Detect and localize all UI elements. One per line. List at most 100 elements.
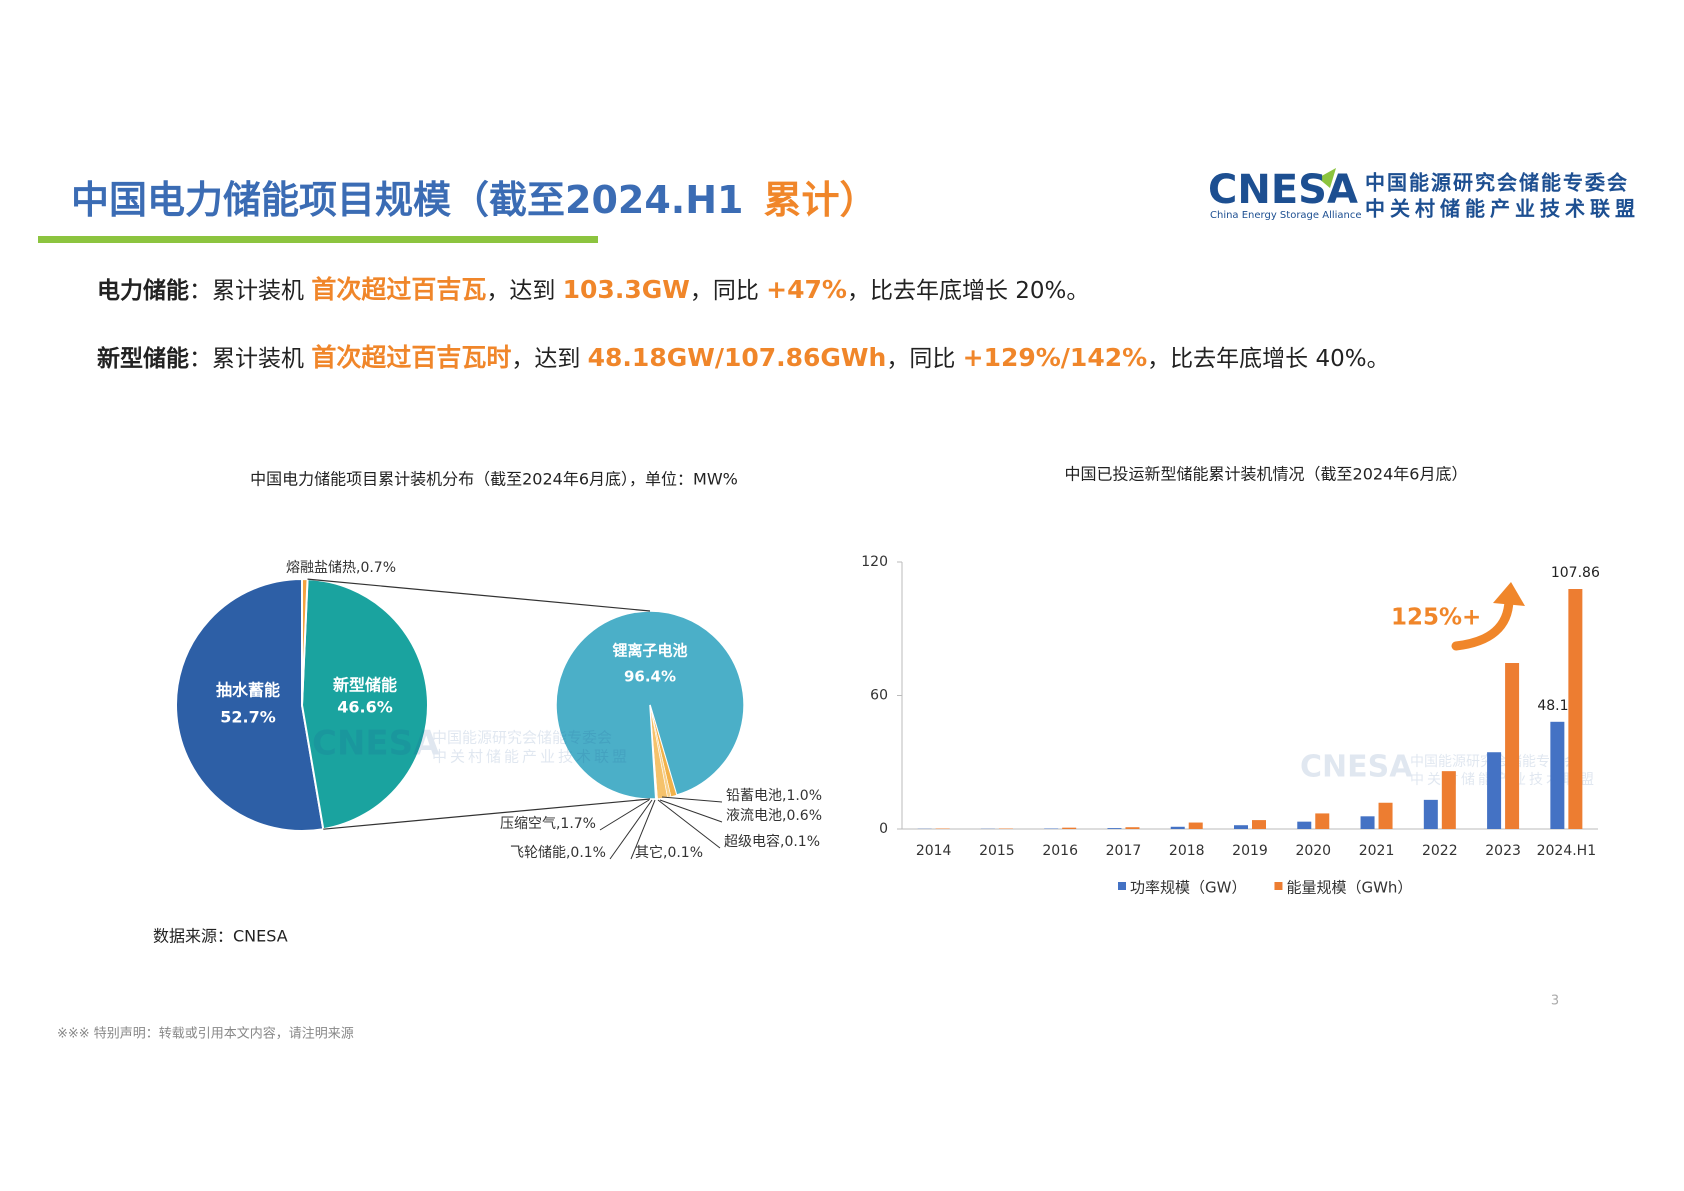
bullet-segment: ，比去年底增长 40%。 bbox=[1147, 346, 1389, 372]
x-tick-label: 2017 bbox=[1106, 843, 1142, 859]
bar bbox=[1297, 821, 1312, 829]
breakdown-label-value: 0.1% bbox=[667, 845, 703, 861]
bullet-segment: 48.18GW/107.86GWh bbox=[588, 343, 887, 372]
pie-slice bbox=[300, 578, 429, 831]
slice-label-separator: , bbox=[356, 560, 360, 576]
breakdown-label: 压缩空气,1.7% bbox=[500, 816, 596, 832]
breakdown-label: 锂离子电池 bbox=[612, 642, 687, 660]
leader-line bbox=[657, 799, 721, 849]
leader-line bbox=[609, 799, 653, 860]
bullet: 电力储能：累计装机 首次超过百吉瓦，达到 103.3GW，同比 +47%，比去年… bbox=[97, 275, 1089, 304]
slice-label: 熔融盐储热,0.7% bbox=[286, 560, 396, 576]
legend-label: 功率规模（GW） bbox=[1130, 879, 1246, 897]
slice-value: 46.6% bbox=[337, 698, 393, 717]
breakdown-label-separator: , bbox=[782, 788, 786, 804]
bar bbox=[1487, 752, 1502, 829]
y-tick-label: 60 bbox=[870, 688, 888, 704]
slice-value: 52.7% bbox=[220, 708, 276, 727]
breakdown-label-name: 液流电池 bbox=[726, 808, 782, 824]
pie-slice bbox=[175, 577, 325, 832]
slice-label-name: 熔融盐储热 bbox=[286, 560, 356, 576]
breakdown-label-separator: , bbox=[780, 834, 784, 850]
footer-note: ※※※ 特别声明：转载或引用本文内容，请注明来源 bbox=[57, 1026, 354, 1042]
x-tick-label: 2023 bbox=[1485, 843, 1521, 859]
watermark-line: 中关村储能产业技术联盟 bbox=[1410, 772, 1597, 788]
leader-line bbox=[661, 796, 723, 803]
title-underline bbox=[38, 236, 598, 243]
pie-slice bbox=[301, 577, 309, 706]
slice-label-value: 0.7% bbox=[360, 560, 396, 576]
bullet-segment: +47% bbox=[766, 275, 847, 304]
chart-title: 中国已投运新型储能累计装机情况（截至2024年6月底） bbox=[1065, 465, 1468, 484]
bar bbox=[1378, 802, 1393, 829]
y-tick-label: 120 bbox=[861, 554, 888, 570]
bullet-segment: 新型储能 bbox=[97, 345, 189, 372]
bullet-segment: ，达到 bbox=[511, 346, 587, 372]
breakdown-slice bbox=[649, 704, 657, 800]
connector bbox=[323, 798, 651, 830]
slice-label: 新型储能 bbox=[333, 676, 397, 695]
watermark-line: 中国能源研究会储能专委会 bbox=[432, 729, 612, 747]
breakdown-label-separator: , bbox=[556, 816, 560, 832]
slice-label: 抽水蓄能 bbox=[216, 681, 280, 700]
watermark-line: 中关村储能产业技术联盟 bbox=[432, 748, 630, 766]
legend-swatch bbox=[1274, 882, 1283, 890]
bullet-segment: ，比去年底增长 20%。 bbox=[847, 278, 1089, 304]
source-note: 数据来源：CNESA bbox=[153, 927, 288, 946]
annotation-arrowhead bbox=[1493, 582, 1525, 606]
bullet-segment: ，达到 bbox=[486, 278, 562, 304]
page-number: 3 bbox=[1551, 994, 1559, 1009]
logo-line: 中国能源研究会储能专委会 bbox=[1365, 171, 1629, 195]
legend-label: 能量规模（GWh） bbox=[1286, 879, 1412, 897]
bar bbox=[1360, 816, 1375, 829]
x-tick-label: 2022 bbox=[1422, 843, 1458, 859]
breakdown-label: 其它,0.1% bbox=[635, 844, 703, 861]
breakdown-label-name: 超级电容 bbox=[724, 833, 780, 850]
logo-line: 中关村储能产业技术联盟 bbox=[1365, 197, 1640, 221]
bar bbox=[1252, 820, 1266, 829]
breakdown-label: 超级电容,0.1% bbox=[724, 833, 820, 850]
bar bbox=[1188, 822, 1203, 829]
breakdown-label-value: 1.0% bbox=[786, 788, 822, 804]
y-tick-label: 0 bbox=[879, 821, 888, 837]
bullet-segment: ：累计装机 bbox=[189, 278, 311, 304]
bar bbox=[1423, 799, 1438, 829]
breakdown-label: 液流电池,0.6% bbox=[726, 808, 822, 824]
breakdown-label-separator: , bbox=[566, 845, 570, 861]
bullet: 新型储能：累计装机 首次超过百吉瓦时，达到 48.18GW/107.86GWh，… bbox=[97, 343, 1390, 372]
bar bbox=[1550, 721, 1565, 829]
breakdown-label-value: 0.1% bbox=[570, 845, 606, 861]
bullet-segment: 电力储能 bbox=[97, 277, 189, 304]
bar bbox=[1170, 826, 1185, 829]
bar bbox=[1568, 589, 1583, 829]
title-part: 中国电力储能项目规模（截至2024.H1 bbox=[71, 178, 743, 222]
chart-title: 中国电力储能项目累计装机分布（截至2024年6月底），单位：MW% bbox=[250, 470, 738, 489]
breakdown-slice bbox=[555, 610, 745, 800]
breakdown-label-name: 其它 bbox=[635, 844, 663, 861]
breakdown-label: 飞轮储能,0.1% bbox=[510, 845, 606, 861]
breakdown-label-name: 飞轮储能 bbox=[510, 845, 566, 861]
breakdown-label-separator: , bbox=[663, 845, 667, 861]
x-tick-label: 2014 bbox=[916, 843, 952, 859]
bar bbox=[1125, 827, 1140, 829]
x-tick-label: 2016 bbox=[1042, 843, 1078, 859]
legend-swatch bbox=[1118, 882, 1126, 890]
breakdown-label-value: 1.7% bbox=[560, 816, 596, 832]
connector bbox=[307, 578, 651, 612]
bullet-segment: 首次超过百吉瓦 bbox=[311, 275, 486, 304]
bullet-segment: ，同比 bbox=[886, 346, 962, 372]
watermark-mark: CNESA bbox=[1300, 750, 1413, 785]
bar bbox=[1505, 663, 1520, 829]
x-tick-label: 2018 bbox=[1169, 843, 1205, 859]
page-title: 中国电力储能项目规模（截至2024.H1 累计） bbox=[71, 178, 877, 222]
leader-line bbox=[599, 799, 650, 831]
bar bbox=[1107, 828, 1122, 829]
x-tick-label: 2021 bbox=[1359, 843, 1395, 859]
leader-line bbox=[659, 799, 723, 823]
value-label: 48.18 bbox=[1537, 698, 1577, 714]
x-tick-label: 2019 bbox=[1232, 843, 1268, 859]
breakdown-label-name: 压缩空气 bbox=[500, 816, 556, 832]
